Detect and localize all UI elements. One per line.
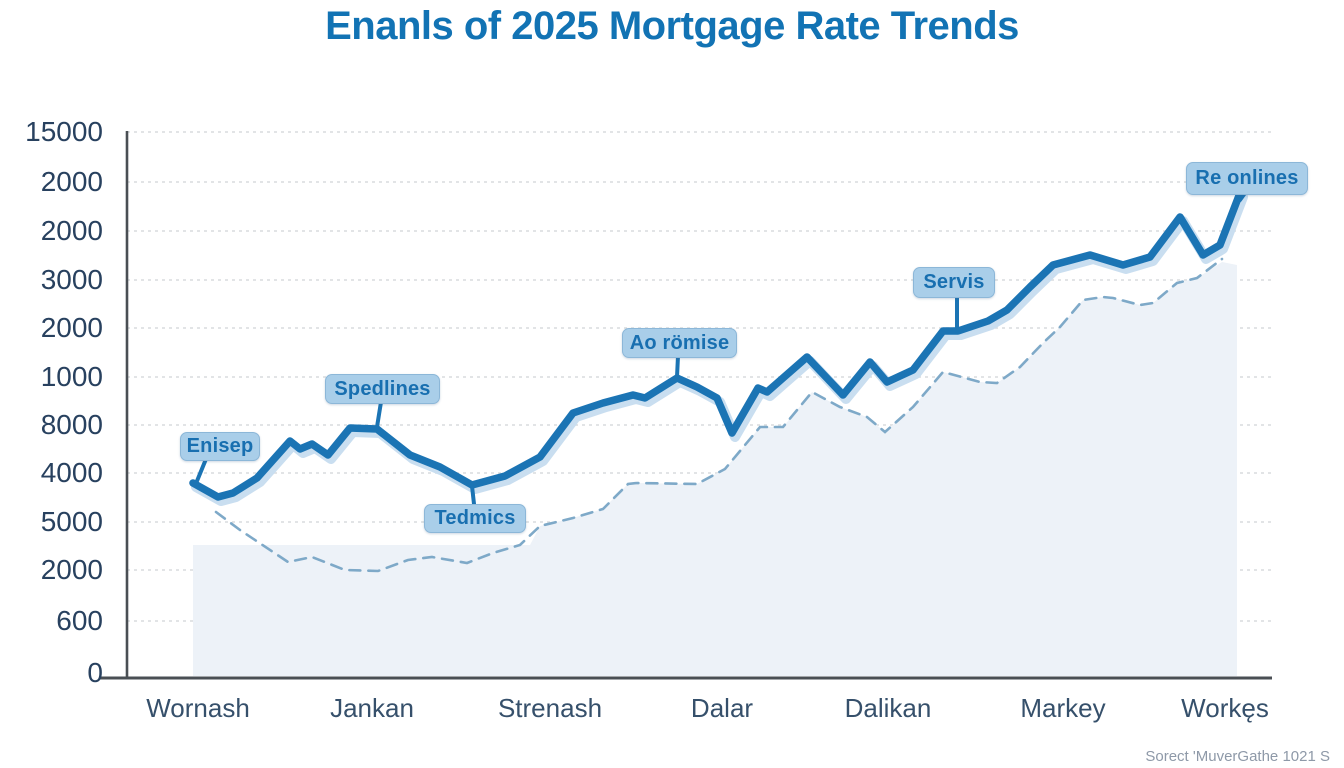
y-axis-tick-label: 4000	[40, 457, 103, 488]
callout-label: Tedmics	[424, 504, 526, 533]
dashed-line-series	[214, 257, 1224, 573]
y-axis-tick-label: 600	[56, 605, 103, 636]
main-line-series	[189, 189, 1244, 501]
x-axis-tick-label: Dalikan	[844, 693, 932, 723]
callout-leader-line	[375, 400, 383, 429]
x-axis-tick-label: Jankan	[330, 693, 414, 723]
chart-title: Enanls of 2025 Mortgage Rate Trends	[325, 4, 1019, 48]
y-axis-tick-label: 2000	[40, 554, 103, 585]
callout-leader-line	[195, 457, 208, 483]
callout-leader-line	[470, 484, 476, 506]
y-axis-tick-label: 0	[87, 657, 103, 688]
x-axis-tick-label: Strenash	[497, 693, 603, 723]
y-axis-tick-label: 2000	[40, 215, 103, 246]
area-fill	[193, 262, 1237, 676]
callout-label: Ao römise	[622, 328, 737, 358]
y-axis-tick-label: 3000	[40, 264, 103, 295]
y-axis-tick-label: 1000	[40, 361, 103, 392]
callout-label: Re onlines	[1186, 162, 1308, 195]
x-axis-tick-label: Dalar	[690, 693, 754, 723]
y-axis-tick-label: 8000	[40, 409, 103, 440]
x-axis-tick-label: Workęs	[1181, 693, 1269, 723]
callout-leader-line	[675, 354, 680, 379]
callout-label: Servis	[913, 267, 995, 298]
x-axis-tick-label: Markey	[1020, 693, 1106, 723]
y-axis-tick-label: 2000	[40, 166, 103, 197]
callout-label: Enisep	[180, 432, 260, 461]
callout-label: Spedlines	[325, 374, 440, 404]
source-note: Sorect 'MuverGathe 1021 S	[1145, 748, 1330, 765]
y-axis-tick-label: 5000	[40, 506, 103, 537]
y-axis-tick-label: 2000	[40, 312, 103, 343]
x-axis-tick-label: Wornash	[146, 693, 250, 723]
y-axis-tick-label: 15000	[25, 116, 103, 147]
